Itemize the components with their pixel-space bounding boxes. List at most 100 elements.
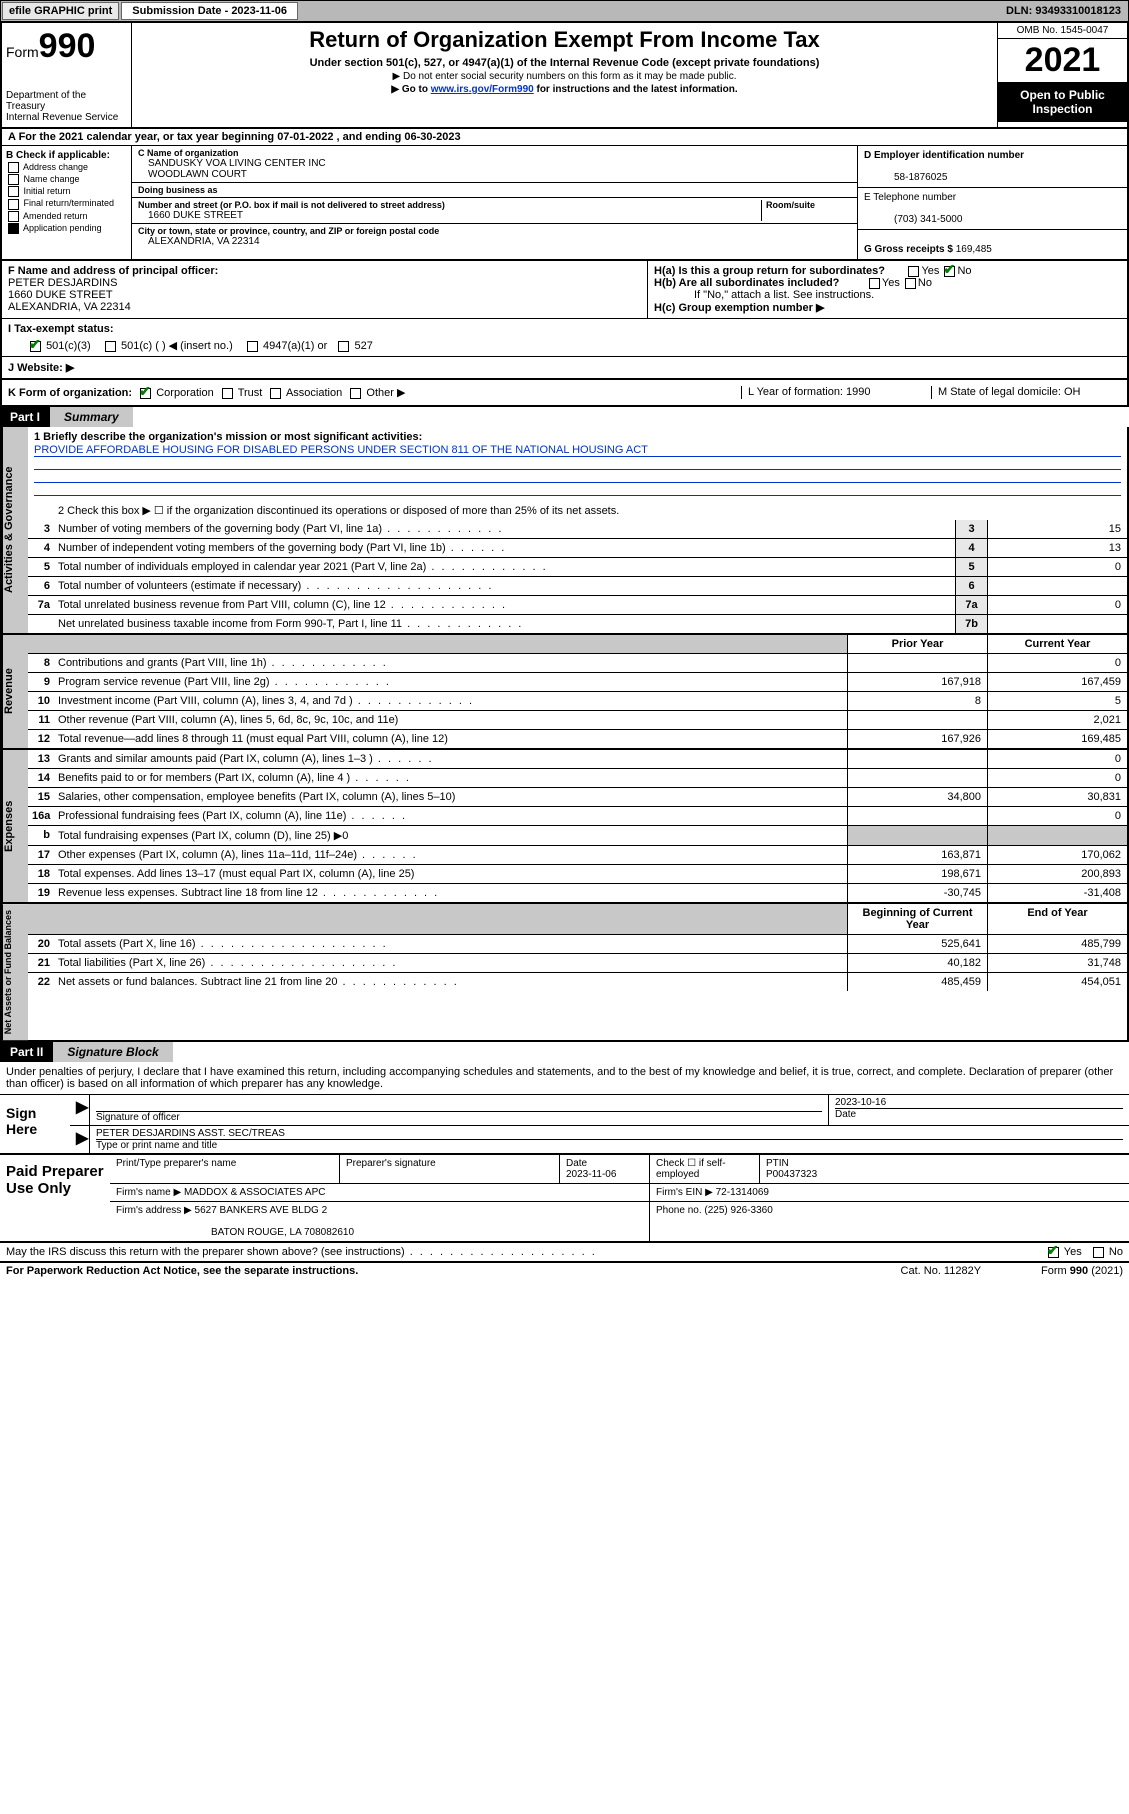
part2-header: Part II Signature Block [0, 1042, 1129, 1062]
l12-cy: 169,485 [987, 730, 1127, 748]
sec-h: H(a) Is this a group return for subordin… [647, 261, 1127, 318]
l16a-cy: 0 [987, 807, 1127, 825]
h-c: H(c) Group exemption number ▶ [654, 301, 1121, 314]
block-b-to-g: B Check if applicable: Address change Na… [0, 146, 1129, 261]
l5-txt: Total number of individuals employed in … [54, 558, 955, 576]
arrow-icon-2: ▶ [76, 1130, 88, 1147]
l8-py [847, 654, 987, 672]
l7a-txt: Total unrelated business revenue from Pa… [54, 596, 955, 614]
firm-name: MADDOX & ASSOCIATES APC [184, 1187, 326, 1198]
h-b: H(b) Are all subordinates included? Yes … [654, 277, 1121, 289]
cb-amended[interactable]: Amended return [6, 211, 127, 222]
arrow-icon: ▶ [76, 1099, 88, 1116]
l18-t: Total expenses. Add lines 13–17 (must eq… [54, 865, 847, 883]
paid-preparer-block: Paid Preparer Use Only Print/Type prepar… [0, 1155, 1129, 1243]
summary-activities: Activities & Governance 1 Briefly descri… [0, 427, 1129, 635]
cb-address[interactable]: Address change [6, 162, 127, 173]
prep-h2: Preparer's signature [340, 1155, 560, 1183]
tel-lbl: E Telephone number [864, 192, 956, 203]
l7a-box: 7a [955, 596, 987, 614]
inspection-badge: Open to Public Inspection [998, 82, 1127, 122]
part2-title: Signature Block [53, 1042, 172, 1062]
sidetab-activities: Activities & Governance [2, 427, 28, 633]
part1-title: Summary [50, 407, 133, 427]
hb-lbl: H(b) Are all subordinates included? [654, 277, 839, 289]
sidetab-balances: Net Assets or Fund Balances [2, 904, 28, 1040]
cb-name[interactable]: Name change [6, 174, 127, 185]
l19-py: -30,745 [847, 884, 987, 902]
cb-pending-lbl: Application pending [23, 223, 102, 233]
l16a-py [847, 807, 987, 825]
section-f-h: F Name and address of principal officer:… [0, 261, 1129, 319]
cb-amended-lbl: Amended return [23, 211, 88, 221]
header-mid: Return of Organization Exempt From Incom… [132, 23, 997, 127]
opt-501c: 501(c) ( ) ◀ (insert no.) [121, 340, 233, 352]
firm-ein: 72-1314069 [716, 1187, 769, 1198]
form-header: Form990 Department of the Treasury Inter… [0, 22, 1129, 129]
l17-t: Other expenses (Part IX, column (A), lin… [54, 846, 847, 864]
l19-cy: -31,408 [987, 884, 1127, 902]
firm-addr-lbl: Firm's address ▶ [116, 1205, 192, 1216]
discuss-row: May the IRS discuss this return with the… [0, 1243, 1129, 1263]
footer-mid: Cat. No. 11282Y [841, 1265, 1042, 1277]
l16b-t: Total fundraising expenses (Part IX, col… [54, 826, 847, 845]
tel-val: (703) 341-5000 [864, 214, 962, 225]
header-right: OMB No. 1545-0047 2021 Open to Public In… [997, 23, 1127, 127]
cb-initial-lbl: Initial return [24, 186, 71, 196]
part1-header: Part I Summary [0, 407, 1129, 427]
org-name-lbl: C Name of organization [138, 148, 851, 158]
blank-line-1 [34, 458, 1121, 470]
officer-name: PETER DESJARDINS ASST. SEC/TREAS [96, 1128, 1123, 1139]
cb-initial[interactable]: Initial return [6, 186, 127, 197]
sign-here-block: Sign Here ▶ Signature of officer 2023-10… [0, 1095, 1129, 1155]
row-k-lbl: K Form of organization: [8, 387, 132, 399]
l7b-val [987, 615, 1127, 633]
l15-py: 34,800 [847, 788, 987, 806]
col-d-e-g: D Employer identification number 58-1876… [857, 146, 1127, 259]
summary-expenses: Expenses 13Grants and similar amounts pa… [0, 750, 1129, 904]
l15-t: Salaries, other compensation, employee b… [54, 788, 847, 806]
prep-h1: Print/Type preparer's name [110, 1155, 340, 1183]
ein-cell: D Employer identification number 58-1876… [858, 146, 1127, 188]
hdr-current: Current Year [987, 635, 1127, 653]
l5-val: 0 [987, 558, 1127, 576]
l13-cy: 0 [987, 750, 1127, 768]
summary-revenue: Revenue Prior YearCurrent Year 8Contribu… [0, 635, 1129, 750]
cb-final[interactable]: Final return/terminated [6, 198, 127, 209]
k-trust: Trust [238, 387, 263, 399]
addr-cell: Number and street (or P.O. box if mail i… [132, 198, 857, 224]
l14-cy: 0 [987, 769, 1127, 787]
prep-h3v: 2023-11-06 [566, 1169, 616, 1180]
footer-left: For Paperwork Reduction Act Notice, see … [6, 1265, 841, 1277]
mission-text: PROVIDE AFFORDABLE HOUSING FOR DISABLED … [34, 444, 1121, 457]
cb-pending[interactable]: Application pending [6, 223, 127, 234]
irs-link[interactable]: www.irs.gov/Form990 [431, 84, 534, 95]
l21-b: 40,182 [847, 954, 987, 972]
l17-cy: 170,062 [987, 846, 1127, 864]
note2-a: ▶ Go to [391, 84, 430, 95]
sig-of-officer-lbl: Signature of officer [96, 1111, 822, 1123]
dln-label: DLN: 93493310018123 [1006, 5, 1127, 17]
firm-ein-lbl: Firm's EIN ▶ [656, 1187, 713, 1198]
form-word: Form [6, 44, 39, 60]
col-b-header: B Check if applicable: [6, 150, 127, 161]
prep-label: Paid Preparer Use Only [0, 1155, 110, 1241]
k-assoc: Association [286, 387, 342, 399]
form-title: Return of Organization Exempt From Incom… [142, 27, 987, 53]
k-corp: Corporation [156, 387, 213, 399]
part2-no: Part II [0, 1042, 53, 1062]
l22-e: 454,051 [987, 973, 1127, 991]
col-c: C Name of organization SANDUSKY VOA LIVI… [132, 146, 857, 259]
officer-name-lbl: Type or print name and title [96, 1139, 1123, 1151]
addr-lbl: Number and street (or P.O. box if mail i… [138, 200, 761, 210]
k-other: Other ▶ [366, 387, 405, 399]
dept-label: Department of the Treasury Internal Reve… [6, 90, 127, 123]
l11-py [847, 711, 987, 729]
discuss-yesno: ✔ Yes No [1046, 1246, 1123, 1258]
discuss-text: May the IRS discuss this return with the… [6, 1246, 597, 1258]
efile-print-btn[interactable]: efile GRAPHIC print [2, 2, 119, 20]
h-note: If "No," attach a list. See instructions… [654, 289, 1121, 301]
city-lbl: City or town, state or province, country… [138, 226, 851, 236]
gross-val: 169,485 [956, 244, 992, 255]
prep-h5v: P00437323 [766, 1169, 817, 1180]
